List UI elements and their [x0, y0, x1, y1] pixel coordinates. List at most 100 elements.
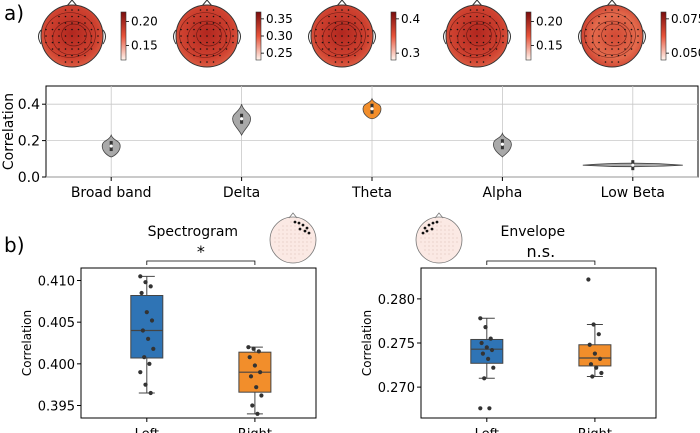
topomap-sensor: [328, 35, 330, 37]
topomap-sensor: [456, 35, 459, 37]
topomap-sensor: [495, 22, 498, 24]
head-selected-electrode: [301, 223, 305, 227]
topomap-sensor: [71, 54, 73, 57]
topomap-sensor: [212, 9, 215, 11]
topomap-sensor: [64, 54, 67, 57]
spectrogram-y-tick-label: 0.400: [38, 358, 75, 373]
topomap-sensor: [341, 61, 343, 63]
head-grid-dot: [428, 229, 430, 231]
head-grid-dot: [286, 237, 288, 239]
topomap-colorbar: [660, 11, 667, 61]
spectrogram-title: Spectrogram: [148, 224, 238, 240]
topomap-sensor: [495, 35, 498, 37]
topomap-sensor: [199, 48, 202, 50]
topomap-sensor: [347, 61, 350, 63]
colorbar-tick-label: 0.25: [266, 46, 293, 60]
topomap-sensor: [624, 22, 626, 24]
topomap-sensor: [77, 48, 80, 50]
topomap-left-ear: [578, 29, 582, 45]
topomap-sensor: [193, 28, 195, 31]
topomap-left-ear: [173, 29, 177, 45]
box-data-point: [146, 336, 151, 341]
box-data-point: [246, 345, 251, 350]
topomap-sensor: [232, 41, 234, 44]
box-data-point: [148, 284, 153, 289]
topomap-sensor: [463, 54, 465, 57]
box-data-point: [588, 362, 594, 367]
violin-y-axis-label: Correlation: [1, 93, 17, 170]
topomap-sensor: [347, 28, 350, 31]
head-selected-electrode: [431, 221, 435, 225]
topomap-sensor: [90, 28, 93, 31]
topomap-sensor: [347, 15, 350, 18]
topomap-sensor: [77, 41, 80, 44]
head-grid-dot: [278, 229, 280, 231]
topomap-sensor: [193, 54, 195, 57]
box-data-point: [594, 365, 599, 370]
topomap-sensor: [321, 28, 324, 31]
topomap-sensor: [360, 35, 363, 37]
head-grid-dot: [448, 245, 450, 247]
spectrogram-plot-area: [80, 267, 317, 419]
violin-median-dot: [370, 107, 374, 111]
topomap-sensor: [469, 35, 472, 37]
box-data-point: [144, 310, 149, 315]
box-data-point: [479, 340, 484, 346]
head-grid-dot: [278, 233, 280, 235]
topomap-nose: [471, 0, 483, 7]
topomap-left-ear: [308, 29, 312, 45]
box-data-point: [598, 356, 603, 361]
box-data-point: [143, 382, 148, 387]
topomap-sensor: [469, 41, 472, 44]
topomap-sensor: [604, 54, 607, 57]
topomap-sensor: [341, 54, 343, 57]
topomap-sensor: [341, 15, 343, 18]
colorbar-tick-label: 0.3: [401, 46, 420, 60]
envelope-box-right: [578, 277, 612, 379]
topomap-sensor: [360, 22, 363, 24]
box-data-point: [592, 351, 598, 356]
head-grid-dot: [298, 253, 300, 255]
topomap-sensor: [604, 35, 607, 37]
head-grid-dot: [440, 257, 442, 259]
spectrogram-y-tick-label: 0.410: [38, 275, 75, 290]
topomap-sensor: [489, 48, 491, 50]
box-data-point: [491, 365, 496, 370]
topomap-sensor: [463, 35, 465, 37]
violin-x-tick-label: Theta: [351, 185, 392, 201]
topomap-sensor: [328, 41, 330, 44]
envelope-x-tick-label: Left: [475, 427, 499, 433]
topomap-sensor: [77, 54, 80, 57]
topomap-sensor: [489, 41, 491, 44]
topomap-sensor: [489, 28, 491, 31]
topomap-sensor: [354, 54, 356, 57]
topomap-sensor: [64, 9, 67, 11]
box-data-point: [486, 356, 491, 361]
topomap-sensor: [334, 61, 337, 63]
topomap-sensor: [360, 48, 363, 50]
topomap-sensor: [212, 15, 215, 18]
topomap-sensor: [193, 41, 195, 44]
head-grid-dot: [432, 253, 434, 255]
colorbar-tick-label: 0.15: [536, 39, 563, 53]
head-grid-dot: [302, 253, 304, 255]
colorbar-tick-label: 0.35: [266, 12, 293, 26]
head-grid-dot: [282, 249, 284, 251]
topomap-sensor: [77, 28, 80, 31]
colorbar-tick-label: 0.30: [266, 29, 293, 43]
topomap-sensor: [334, 35, 337, 37]
topomap-sensor: [482, 54, 485, 57]
topomap-sensor: [71, 15, 73, 18]
topomap-sensor: [232, 35, 234, 37]
topomap-sensor: [341, 41, 343, 44]
box-data-point: [143, 280, 148, 285]
head-selected-electrode: [430, 227, 434, 231]
head-grid-dot: [440, 245, 442, 247]
head-grid-dot: [282, 233, 284, 235]
topomap-sensor: [212, 28, 215, 31]
envelope-significance-bracket: [486, 260, 596, 265]
topomap-sensor: [334, 22, 337, 24]
topomap-sensor: [341, 9, 343, 11]
topomap-sensor: [334, 9, 337, 11]
